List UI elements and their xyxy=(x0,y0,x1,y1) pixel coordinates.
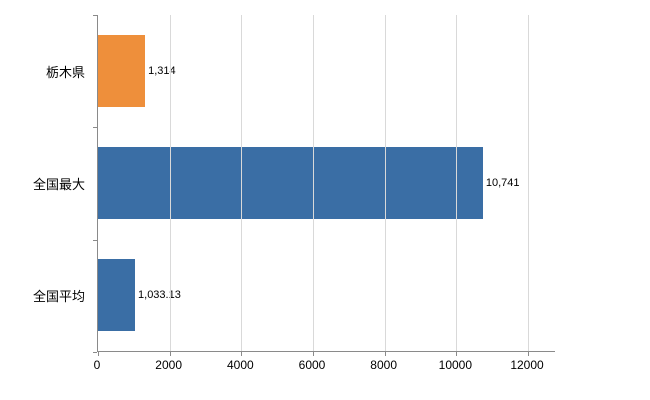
x-tick-label: 2000 xyxy=(155,358,183,372)
bar-row-tochigi: 1,314 xyxy=(98,15,555,127)
x-tick-label: 8000 xyxy=(370,358,398,372)
category-label-national-max: 全国最大 xyxy=(32,176,85,192)
y-axis-labels: 栃木県 全国最大 全国平均 xyxy=(0,15,91,352)
x-axis-tick xyxy=(528,352,529,356)
x-axis-labels: 0 2000 4000 6000 8000 10000 12000 xyxy=(93,358,555,374)
y-axis-tick xyxy=(93,15,97,16)
x-tick-label: 0 xyxy=(93,358,101,372)
x-axis-tick xyxy=(384,352,386,356)
x-axis-tick xyxy=(456,352,458,356)
value-label-national-avg: 1,033.13 xyxy=(138,289,181,301)
gridline xyxy=(241,15,243,351)
y-axis-tick xyxy=(93,127,97,129)
bar-national-max: 10,741 xyxy=(98,147,520,219)
x-tick-label: 4000 xyxy=(226,358,254,372)
x-axis-tick xyxy=(169,352,171,356)
y-axis-tick xyxy=(93,352,97,353)
value-label-national-max: 10,741 xyxy=(485,177,520,189)
gridline xyxy=(528,15,529,351)
bar-row-national-avg: 1,033.13 xyxy=(98,239,555,351)
bar-tochigi: 1,314 xyxy=(98,35,176,107)
x-tick-label: 6000 xyxy=(298,358,326,372)
gridline xyxy=(169,15,171,351)
gridline xyxy=(456,15,458,351)
category-label-tochigi: 栃木県 xyxy=(45,64,85,80)
bar-national-avg: 1,033.13 xyxy=(98,259,181,331)
x-tick-label: 10000 xyxy=(438,358,473,372)
x-axis-tick xyxy=(98,352,99,356)
bar-row-national-max: 10,741 xyxy=(98,127,555,239)
y-axis-tick xyxy=(93,239,97,241)
bar-rows: 1,314 10,741 1,033.13 xyxy=(98,15,555,351)
gridline xyxy=(313,15,314,351)
value-label-tochigi: 1,314 xyxy=(148,65,176,77)
x-tick-label: 12000 xyxy=(510,358,544,372)
gridline xyxy=(384,15,386,351)
plot-area: 1,314 10,741 1,033.13 xyxy=(93,15,555,356)
x-axis-tick xyxy=(241,352,243,356)
category-label-national-avg: 全国平均 xyxy=(32,289,85,305)
x-axis-tick xyxy=(313,352,314,356)
